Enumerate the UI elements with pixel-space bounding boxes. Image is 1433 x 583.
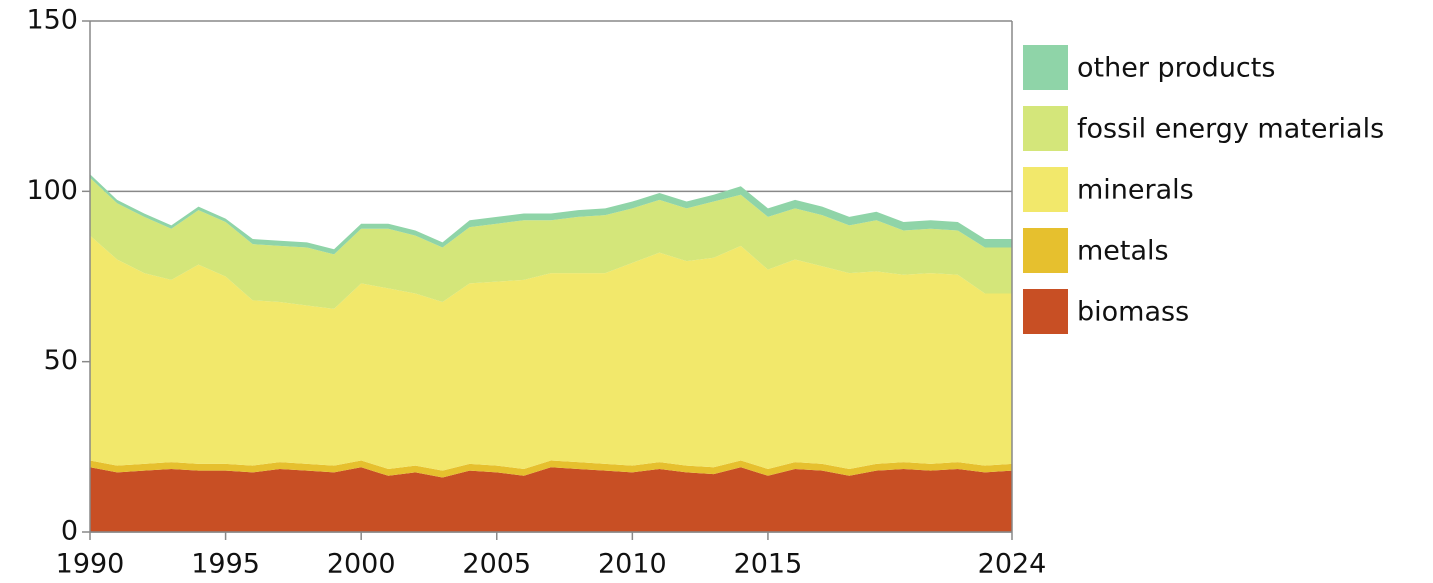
- legend-label: minerals: [1077, 175, 1194, 206]
- x-tick-label: 1990: [56, 549, 125, 580]
- area: [90, 177, 1012, 309]
- area: [90, 460, 1012, 478]
- legend-label: biomass: [1077, 297, 1189, 328]
- legend-swatch: [1023, 228, 1068, 273]
- x-tick-label: 2015: [734, 549, 803, 580]
- x-tick-label: 2024: [978, 549, 1047, 580]
- legend-swatch: [1023, 289, 1068, 334]
- y-tick-label: 0: [61, 516, 78, 547]
- legend-label: fossil energy materials: [1077, 114, 1384, 145]
- legend-swatch: [1023, 167, 1068, 212]
- x-tick-label: 2010: [598, 549, 667, 580]
- y-tick-label: 150: [26, 5, 78, 36]
- y-tick-label: 50: [44, 345, 78, 376]
- legend-swatch: [1023, 45, 1068, 90]
- area: [90, 467, 1012, 532]
- area: [90, 235, 1012, 471]
- y-tick-label: 100: [26, 175, 78, 206]
- legend-label: metals: [1077, 236, 1169, 267]
- legend-swatch: [1023, 106, 1068, 151]
- x-tick-label: 2000: [327, 549, 396, 580]
- x-tick-label: 2005: [462, 549, 531, 580]
- area: [90, 174, 1012, 255]
- legend-label: other products: [1077, 53, 1275, 84]
- x-tick-label: 1995: [191, 549, 260, 580]
